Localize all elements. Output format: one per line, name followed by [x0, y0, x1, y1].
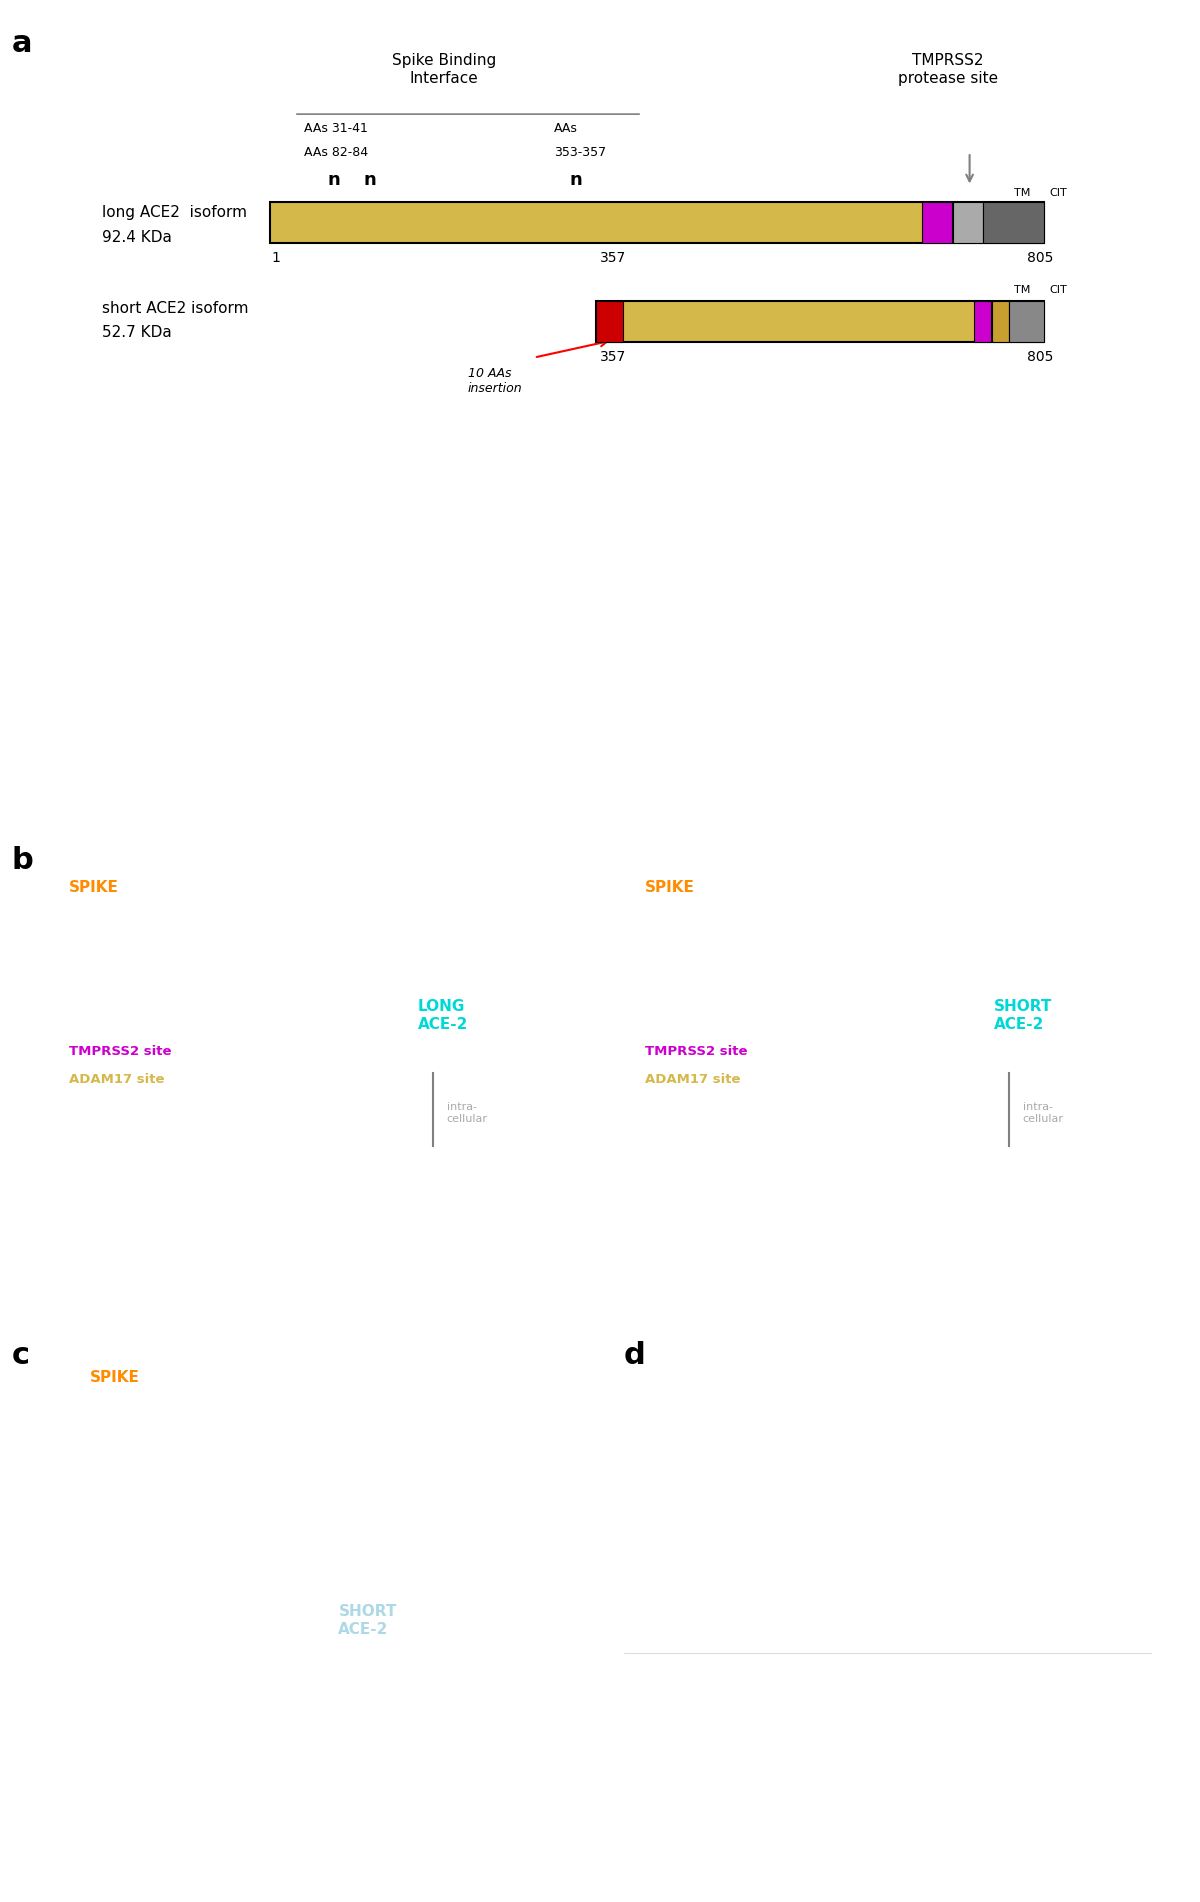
- Text: b: b: [12, 846, 34, 875]
- Bar: [954, 202, 983, 243]
- Text: SPIKE: SPIKE: [646, 881, 695, 894]
- Bar: [1009, 301, 1044, 342]
- Bar: [270, 202, 1044, 243]
- Text: 353-357: 353-357: [554, 146, 606, 160]
- Text: 1: 1: [271, 251, 280, 264]
- Text: 357: 357: [600, 251, 626, 264]
- Text: short ACE2 isoform: short ACE2 isoform: [102, 301, 248, 316]
- Text: AAs 82-84: AAs 82-84: [304, 146, 367, 160]
- Text: c: c: [12, 1341, 30, 1369]
- Text: long ACE2  isoform: long ACE2 isoform: [102, 205, 247, 221]
- Text: LONG
ACE-2: LONG ACE-2: [418, 999, 468, 1033]
- Text: intra-
cellular: intra- cellular: [446, 1103, 487, 1124]
- Text: 52.7 KDa: 52.7 KDa: [102, 325, 172, 340]
- Text: SHORT
ACE-2: SHORT ACE-2: [994, 999, 1052, 1033]
- Text: ADAM17 site: ADAM17 site: [646, 1073, 740, 1086]
- Bar: [991, 301, 1009, 342]
- Text: 10 AAs
insertion: 10 AAs insertion: [468, 367, 523, 396]
- Bar: [596, 301, 623, 342]
- Text: ADAM17 site: ADAM17 site: [70, 1073, 164, 1086]
- Text: n: n: [328, 171, 340, 188]
- Text: n: n: [364, 171, 376, 188]
- Text: SHORT
ACE-2: SHORT ACE-2: [338, 1605, 397, 1638]
- Text: 805: 805: [1027, 350, 1054, 363]
- Text: 92.4 KDa: 92.4 KDa: [102, 230, 172, 245]
- Text: a: a: [12, 29, 32, 57]
- Text: TM: TM: [1014, 188, 1031, 198]
- Text: 357: 357: [600, 350, 626, 363]
- Text: AAs: AAs: [554, 122, 578, 135]
- Bar: [923, 202, 952, 243]
- Bar: [973, 301, 991, 342]
- Text: TMPRSS2 site: TMPRSS2 site: [70, 1044, 172, 1058]
- Text: intra-
cellular: intra- cellular: [1022, 1103, 1063, 1124]
- Text: TMPRSS2 site: TMPRSS2 site: [646, 1044, 748, 1058]
- Text: d: d: [624, 1341, 646, 1369]
- Text: 10 AAs
Insertion: 10 AAs Insertion: [264, 1419, 377, 1463]
- Bar: [983, 202, 1044, 243]
- Text: AAs 31-41: AAs 31-41: [304, 122, 367, 135]
- Text: n: n: [570, 171, 582, 188]
- Text: SPIKE: SPIKE: [90, 1369, 140, 1385]
- Text: CIT: CIT: [1050, 285, 1067, 295]
- Text: SPIKE: SPIKE: [70, 881, 119, 894]
- Text: 805: 805: [1027, 251, 1054, 264]
- Text: Spike Binding
Interface: Spike Binding Interface: [392, 53, 496, 86]
- Bar: [596, 301, 1044, 342]
- Text: TM: TM: [1014, 285, 1031, 295]
- Text: TMPRSS2
protease site: TMPRSS2 protease site: [898, 53, 998, 86]
- Text: CIT: CIT: [1050, 188, 1067, 198]
